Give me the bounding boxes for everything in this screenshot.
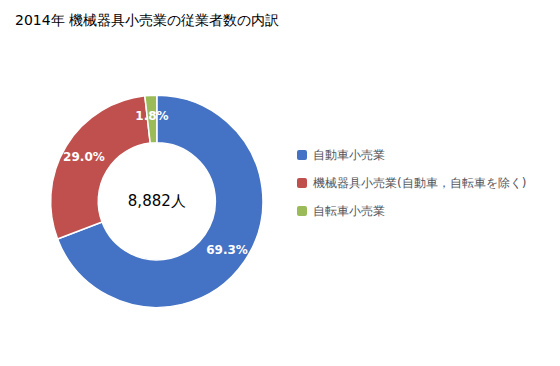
- svg-text:8,882人: 8,882人: [128, 192, 186, 210]
- svg-text:自動車小売業: 自動車小売業: [313, 148, 385, 162]
- svg-text:機械器具小売業(自動車，自転車を除く): 機械器具小売業(自動車，自転車を除く): [313, 176, 526, 190]
- svg-text:自転車小売業: 自転車小売業: [313, 204, 385, 218]
- svg-text:2014年 機械器具小売業の従業者数の内訳: 2014年 機械器具小売業の従業者数の内訳: [15, 12, 279, 28]
- svg-text:69.3%: 69.3%: [206, 243, 248, 257]
- svg-text:1.8%: 1.8%: [135, 109, 168, 123]
- svg-text:29.0%: 29.0%: [63, 150, 105, 164]
